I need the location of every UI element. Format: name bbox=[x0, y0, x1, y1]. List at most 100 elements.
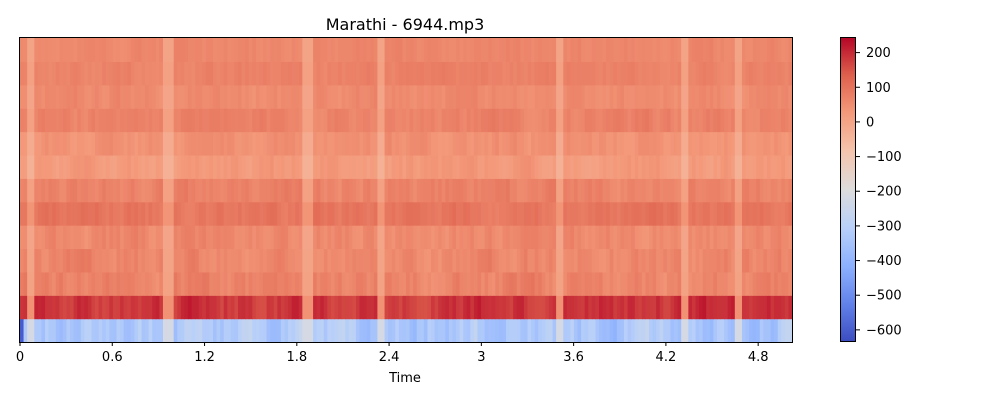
heatmap-cell bbox=[552, 318, 557, 343]
heatmap-cell bbox=[252, 178, 257, 203]
heatmap-cell bbox=[87, 61, 93, 86]
heatmap-cell bbox=[137, 318, 143, 343]
heatmap-cell bbox=[788, 154, 793, 179]
heatmap-cell bbox=[380, 271, 386, 296]
heatmap-cell bbox=[677, 154, 682, 179]
heatmap-cell bbox=[456, 225, 461, 250]
heatmap-cell bbox=[291, 131, 296, 156]
heatmap-cell bbox=[223, 108, 228, 133]
heatmap-cell bbox=[112, 178, 118, 203]
heatmap-cell bbox=[84, 178, 89, 203]
heatmap-cell bbox=[420, 38, 425, 62]
heatmap-cell bbox=[498, 131, 504, 156]
heatmap-cell bbox=[609, 108, 614, 133]
heatmap-cell bbox=[516, 108, 521, 133]
heatmap-cell bbox=[709, 61, 714, 86]
heatmap-cell bbox=[741, 84, 747, 109]
heatmap-cell bbox=[109, 201, 114, 226]
heatmap-cell bbox=[731, 271, 736, 296]
heatmap-cell bbox=[563, 201, 568, 226]
heatmap-cell bbox=[645, 38, 650, 62]
heatmap-cell bbox=[788, 318, 793, 343]
heatmap-cell bbox=[205, 271, 211, 296]
heatmap-cell bbox=[273, 248, 278, 273]
heatmap-cell bbox=[477, 248, 482, 273]
heatmap-cell bbox=[330, 61, 336, 86]
heatmap-cell bbox=[295, 84, 300, 109]
heatmap-cell bbox=[23, 225, 28, 250]
heatmap-cell bbox=[763, 38, 768, 62]
heatmap-cell bbox=[270, 318, 275, 343]
heatmap-cell bbox=[709, 271, 714, 296]
heatmap-cell bbox=[749, 248, 754, 273]
heatmap-cell bbox=[695, 84, 700, 109]
heatmap-cell bbox=[377, 271, 382, 296]
heatmap-cell bbox=[431, 108, 436, 133]
heatmap-cell bbox=[209, 201, 214, 226]
heatmap-cell bbox=[645, 295, 650, 320]
heatmap-cell bbox=[377, 154, 382, 179]
heatmap-cell bbox=[456, 295, 461, 320]
heatmap-cell bbox=[180, 154, 185, 179]
heatmap-cell bbox=[177, 178, 182, 203]
heatmap-cell bbox=[695, 131, 700, 156]
heatmap-cell bbox=[34, 178, 39, 203]
heatmap-cell bbox=[527, 201, 532, 226]
heatmap-cell bbox=[473, 154, 479, 179]
heatmap-cell bbox=[695, 225, 700, 250]
heatmap-cell bbox=[45, 108, 50, 133]
heatmap-cell bbox=[352, 248, 357, 273]
heatmap-cell bbox=[137, 84, 143, 109]
heatmap-cell bbox=[230, 178, 236, 203]
heatmap-cell bbox=[548, 38, 554, 62]
heatmap-cell bbox=[781, 225, 786, 250]
heatmap-cell bbox=[584, 154, 589, 179]
heatmap-cell bbox=[134, 271, 139, 296]
heatmap-cell bbox=[359, 178, 364, 203]
heatmap-cell bbox=[509, 61, 514, 86]
heatmap-cell bbox=[659, 271, 664, 296]
heatmap-cell bbox=[30, 38, 35, 62]
heatmap-cell bbox=[288, 108, 293, 133]
heatmap-cell bbox=[277, 84, 282, 109]
heatmap-cell bbox=[295, 38, 300, 62]
heatmap-cell bbox=[699, 84, 704, 109]
heatmap-cell bbox=[155, 178, 160, 203]
heatmap-cell bbox=[459, 178, 464, 203]
heatmap-cell bbox=[398, 201, 404, 226]
heatmap-cell bbox=[452, 84, 457, 109]
heatmap-cell bbox=[195, 61, 200, 86]
heatmap-cell bbox=[348, 61, 353, 86]
heatmap-cell bbox=[609, 248, 614, 273]
heatmap-cell bbox=[223, 84, 228, 109]
heatmap-cell bbox=[173, 131, 178, 156]
heatmap-cell bbox=[452, 154, 457, 179]
heatmap-cell bbox=[305, 318, 311, 343]
heatmap-cell bbox=[30, 201, 35, 226]
heatmap-cell bbox=[513, 108, 518, 133]
heatmap-cell bbox=[284, 154, 289, 179]
heatmap-cell bbox=[534, 248, 539, 273]
heatmap-cell bbox=[584, 225, 589, 250]
heatmap-cell bbox=[774, 225, 779, 250]
heatmap-cell bbox=[198, 225, 203, 250]
heatmap-cell bbox=[677, 108, 682, 133]
heatmap-cell bbox=[674, 61, 679, 86]
heatmap-cell bbox=[352, 201, 357, 226]
heatmap-cell bbox=[23, 38, 28, 62]
heatmap-cell bbox=[70, 318, 75, 343]
heatmap-cell bbox=[691, 108, 697, 133]
heatmap-cell bbox=[674, 108, 679, 133]
heatmap-cell bbox=[66, 84, 71, 109]
heatmap-cell bbox=[66, 201, 71, 226]
heatmap-cell bbox=[770, 131, 775, 156]
heatmap-cell bbox=[152, 225, 157, 250]
heatmap-cell bbox=[241, 38, 246, 62]
heatmap-cell bbox=[234, 248, 239, 273]
heatmap-cell bbox=[277, 154, 282, 179]
heatmap-cell bbox=[570, 61, 575, 86]
heatmap-cell bbox=[77, 225, 82, 250]
heatmap-cell bbox=[127, 61, 132, 86]
heatmap-cell bbox=[309, 248, 314, 273]
heatmap-cell bbox=[341, 108, 346, 133]
